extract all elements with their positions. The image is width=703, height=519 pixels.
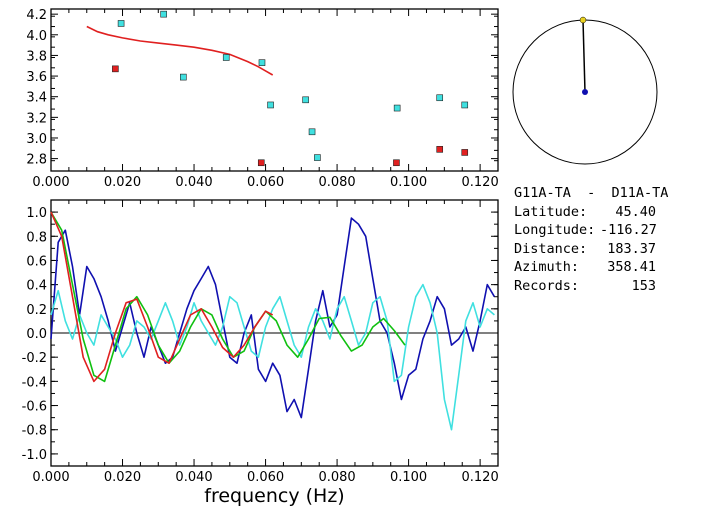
info-value: 358.41 xyxy=(607,259,656,276)
station-pair-title: G11A-TA - D11A-TA xyxy=(514,185,669,201)
plot-frame xyxy=(50,8,499,172)
info-label: Longitude: xyxy=(514,222,596,239)
scatter-point xyxy=(461,149,469,156)
x-tick-label: 0.060 xyxy=(247,470,284,485)
scatter-point xyxy=(393,159,400,167)
x-tick-label: 0.100 xyxy=(390,470,427,485)
scatter-point xyxy=(258,59,266,66)
y-tick-label: -0.6 xyxy=(22,400,47,415)
y-tick-label: -0.2 xyxy=(22,351,47,366)
y-tick-label: 3.6 xyxy=(26,70,47,85)
info-label: Distance: xyxy=(514,240,588,257)
x-tick-label: 0.060 xyxy=(247,175,284,190)
azimuth-dial xyxy=(512,16,658,165)
y-tick-label: 2.8 xyxy=(26,153,47,168)
scatter-point xyxy=(267,101,274,109)
x-tick-label: 0.040 xyxy=(175,470,212,485)
azimuth-dot xyxy=(579,16,587,24)
x-tick-label: 0.080 xyxy=(318,470,355,485)
info-label: Records: xyxy=(514,277,580,294)
info-row-latitude: Latitude: 45.40 xyxy=(514,203,668,222)
scatter-point xyxy=(314,154,321,161)
series-line xyxy=(50,211,274,383)
y-tick-label: 4.2 xyxy=(26,8,47,23)
info-value: 153 xyxy=(631,277,656,294)
info-row-distance: Distance: 183.37 xyxy=(514,240,668,259)
series-line xyxy=(50,283,495,431)
info-label: Latitude: xyxy=(514,203,588,220)
x-tick-label: 0.000 xyxy=(32,470,69,485)
x-tick-label: 0.080 xyxy=(318,175,355,190)
y-tick-label: 3.0 xyxy=(26,132,47,147)
y-tick-label: 3.4 xyxy=(26,91,47,106)
scatter-point xyxy=(257,159,265,167)
scatter-point xyxy=(436,94,444,102)
x-tick-label: 0.000 xyxy=(32,175,69,190)
x-tick-label: 0.120 xyxy=(462,175,499,190)
series-line xyxy=(50,211,406,383)
y-tick-label: -0.8 xyxy=(22,424,47,439)
scatter-point xyxy=(160,10,167,18)
station-dot xyxy=(582,89,588,95)
info-value: -116.27 xyxy=(600,222,657,239)
x-tick-label: 0.020 xyxy=(104,470,141,485)
scatter-point xyxy=(117,20,125,27)
y-tick-label: 0.0 xyxy=(26,327,47,342)
info-row-azimuth: Azimuth: 358.41 xyxy=(514,258,668,277)
x-tick-label: 0.020 xyxy=(104,175,141,190)
y-tick-label: 0.6 xyxy=(26,254,47,269)
station-info-panel: G11A-TA - D11A-TA Latitude: 45.40 Longitu… xyxy=(514,184,668,296)
fit-curve xyxy=(86,25,274,76)
series-line xyxy=(50,217,496,419)
x-tick-label: 0.100 xyxy=(390,175,427,190)
azimuth-needle xyxy=(582,20,586,93)
scatter-point xyxy=(393,104,401,112)
info-row-records: Records: 153 xyxy=(514,277,668,296)
y-tick-label: 0.4 xyxy=(26,279,47,294)
info-value: 183.37 xyxy=(607,240,656,257)
scatter-point xyxy=(180,73,187,81)
correlation-line-chart: 0.000 0.020 0.040 0.060 0.080 0.100 0.120 1.0 0.… xyxy=(22,199,499,507)
scatter-point xyxy=(222,54,230,61)
y-tick-label: 0.8 xyxy=(26,230,47,245)
x-axis-label: frequency (Hz) xyxy=(204,485,344,507)
scatter-point xyxy=(436,146,444,153)
y-tick-label: 3.8 xyxy=(26,49,47,64)
y-tick-label: 3.2 xyxy=(26,111,47,126)
scatter-point xyxy=(112,65,119,73)
y-tick-label: 0.2 xyxy=(26,303,47,318)
scatter-point xyxy=(308,128,316,136)
dispersion-scatter-chart: 0.000 0.020 0.040 0.060 0.080 0.100 0.120 2.8 3.… xyxy=(26,8,498,190)
x-tick-label: 0.040 xyxy=(175,175,212,190)
info-row-longitude: Longitude: -116.27 xyxy=(514,221,668,240)
scatter-point xyxy=(461,101,469,109)
x-tick-label: 0.120 xyxy=(462,470,499,485)
info-label: Azimuth: xyxy=(514,259,580,276)
scatter-point xyxy=(302,96,309,104)
y-tick-label: 4.0 xyxy=(26,29,47,44)
y-tick-label: -0.4 xyxy=(22,375,47,390)
y-tick-label: -1.0 xyxy=(22,448,47,463)
info-value: 45.40 xyxy=(615,203,656,220)
y-tick-label: 1.0 xyxy=(26,206,47,221)
